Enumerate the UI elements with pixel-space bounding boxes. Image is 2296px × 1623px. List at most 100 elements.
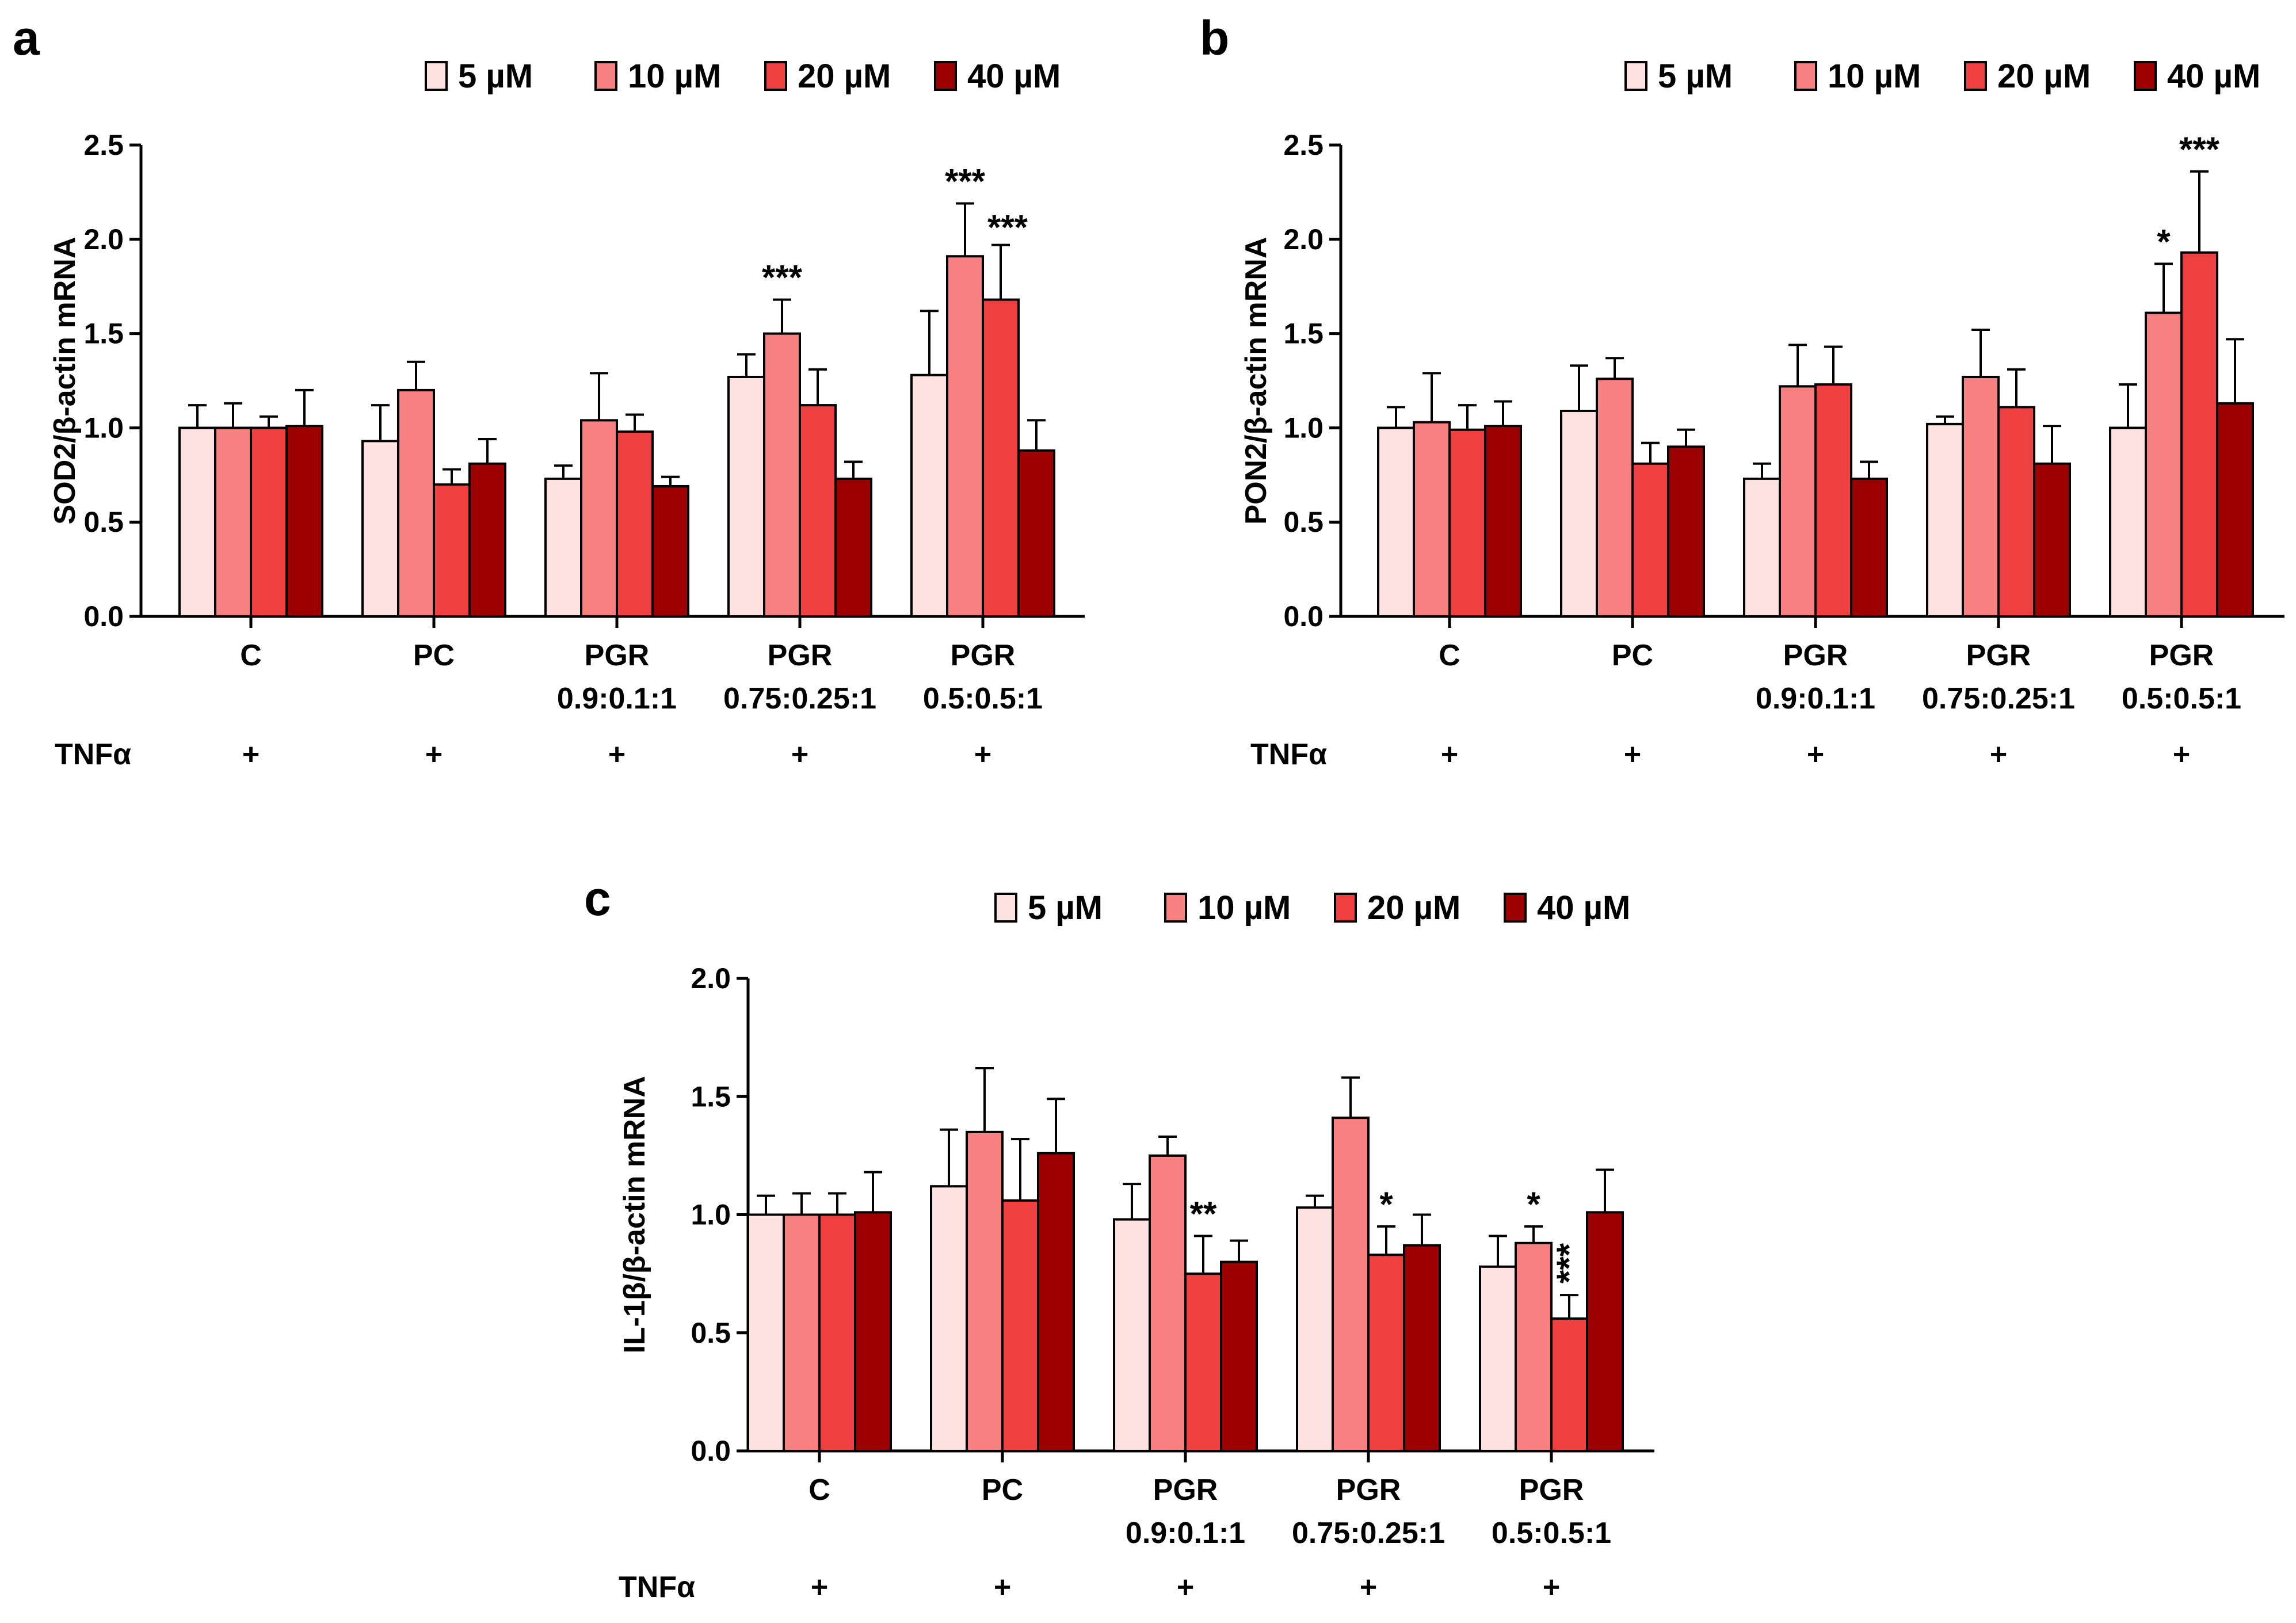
treatment-mark: +: [1807, 738, 1824, 771]
significance-mark: ***: [987, 208, 1028, 247]
legend-swatch: [1794, 61, 1817, 91]
legend-label: 40 µM: [1537, 889, 1630, 927]
category-label: PGR: [2149, 639, 2214, 672]
category-label: C: [808, 1473, 830, 1507]
treatment-mark: +: [974, 738, 991, 771]
bar: [783, 1213, 821, 1452]
treatment-mark: +: [425, 738, 443, 771]
y-tick-label: 0.0: [691, 1435, 731, 1467]
bar: [1332, 1117, 1370, 1452]
bar: [1367, 1254, 1405, 1452]
y-tick-label: 2.5: [83, 129, 124, 161]
bar: [747, 1213, 785, 1452]
bar: [285, 425, 323, 618]
category-label: PGR: [1153, 1473, 1218, 1507]
significance-mark: ***: [945, 162, 986, 201]
y-tick-label: 2.0: [83, 223, 124, 256]
bar: [1403, 1244, 1441, 1452]
bar: [930, 1185, 968, 1452]
legend-label: 10 µM: [1197, 889, 1291, 927]
bar: [1779, 385, 1817, 618]
bar: [1296, 1206, 1334, 1453]
bar: [1550, 1317, 1588, 1453]
legend-swatch: [425, 61, 448, 91]
bar: [651, 485, 689, 618]
legend-label: 5 µM: [1658, 58, 1733, 95]
y-tick-label: 0.0: [1283, 600, 1324, 633]
legend-swatch: [1964, 61, 1987, 91]
treatment-mark: +: [994, 1571, 1011, 1604]
significance-mark: ***: [762, 258, 803, 297]
category-sublabel: 0.75:0.25:1: [723, 682, 876, 715]
legend-label: 5 µM: [1028, 889, 1103, 927]
legend-swatch: [934, 61, 957, 91]
category-label: PGR: [1519, 1473, 1584, 1507]
bar: [433, 483, 471, 618]
treatment-mark: +: [2173, 738, 2190, 771]
legend-swatch: [1624, 61, 1647, 91]
bar: [727, 375, 765, 618]
bar: [982, 298, 1020, 618]
bar: [2109, 426, 2147, 618]
bar: [468, 462, 506, 618]
bar: [361, 440, 399, 618]
bar: [2180, 251, 2218, 618]
legend-swatch: [994, 893, 1017, 923]
category-sublabel: 0.9:0.1:1: [1756, 682, 1875, 715]
bar: [1997, 406, 2035, 618]
treatment-mark: +: [1543, 1571, 1560, 1604]
y-tick-label: 0.5: [83, 506, 124, 538]
bar: [818, 1213, 856, 1452]
bar: [1850, 477, 1888, 618]
bar: [214, 426, 252, 618]
category-sublabel: 0.75:0.25:1: [1292, 1517, 1445, 1550]
legend-swatch: [594, 61, 617, 91]
category-sublabel: 0.5:0.5:1: [1492, 1517, 1611, 1550]
bar: [946, 255, 984, 618]
bar: [799, 404, 837, 618]
bar: [2216, 402, 2254, 618]
bar: [178, 426, 216, 618]
bar: [1586, 1211, 1624, 1453]
treatment-mark: +: [608, 738, 626, 771]
panel-c-letter: c: [584, 871, 611, 925]
category-label: PC: [413, 639, 455, 672]
bar: [1448, 428, 1486, 618]
treatment-label: TNFα: [619, 1571, 695, 1604]
category-label: PGR: [1336, 1473, 1401, 1507]
bar: [1017, 449, 1055, 618]
significance-mark: *: [1379, 1185, 1393, 1224]
bar: [1560, 409, 1598, 618]
bar: [1515, 1241, 1553, 1452]
y-axis-title: PON2/β-actin mRNA: [1239, 237, 1273, 525]
y-axis-title: IL-1β/β-actin mRNA: [618, 1076, 651, 1353]
bar: [1149, 1154, 1187, 1452]
y-tick-label: 1.0: [1283, 412, 1324, 444]
legend-swatch: [2134, 61, 2157, 91]
y-tick-label: 0.5: [1283, 506, 1324, 538]
chart-c: 5 µM 10 µM 20 µM 40 µM 0.0 0.5 1.0 1.5 2.0 IL-1β/…: [618, 889, 1654, 1604]
chart-b: 5 µM 10 µM 20 µM 40 µM 0.0 0.5 1.0 1.5 2.0 2.5 PON…: [1239, 58, 2284, 771]
legend-label: 20 µM: [798, 58, 891, 95]
bar: [1743, 477, 1781, 618]
bar: [1479, 1265, 1517, 1453]
category-sublabel: 0.9:0.1:1: [1126, 1517, 1245, 1550]
bar: [616, 430, 654, 618]
bar: [854, 1211, 892, 1453]
significance-mark: ***: [2179, 130, 2220, 169]
bar: [910, 374, 948, 618]
legend-swatch: [1334, 893, 1357, 923]
y-tick-label: 0.0: [83, 600, 124, 633]
y-tick-label: 0.5: [691, 1317, 731, 1349]
significance-mark: **: [1190, 1194, 1217, 1233]
bar: [1413, 421, 1451, 618]
category-label: PC: [982, 1473, 1023, 1507]
bar: [250, 426, 288, 618]
y-tick-label: 1.5: [691, 1080, 731, 1113]
significance-mark: ***: [1550, 1243, 1588, 1283]
bar: [580, 419, 618, 618]
category-sublabel: 0.9:0.1:1: [557, 682, 677, 715]
bar: [2033, 462, 2071, 618]
legend-swatch: [1164, 893, 1187, 923]
